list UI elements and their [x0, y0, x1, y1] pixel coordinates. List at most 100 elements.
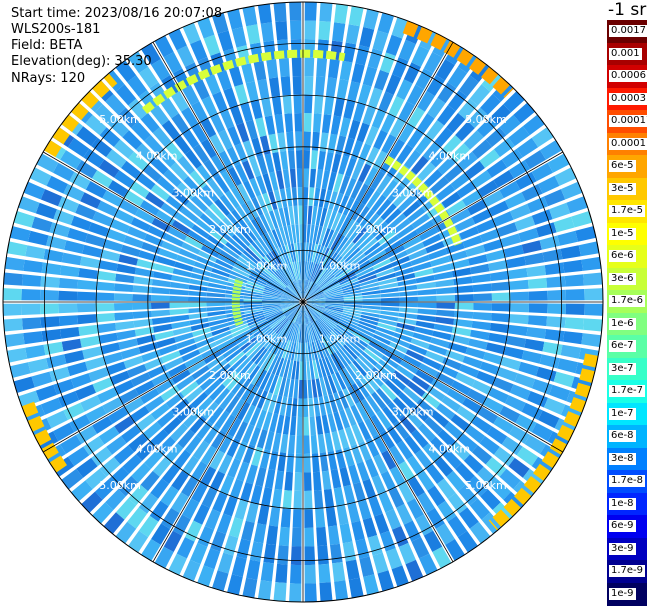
ring-label: 3.00km [173, 186, 215, 199]
ray-gate [160, 97, 179, 119]
ray-gate [323, 285, 342, 294]
ray-gate [278, 57, 290, 78]
ray-gate [264, 309, 282, 317]
ray-gate [88, 222, 109, 237]
ray-gate [321, 470, 332, 490]
ray-gate [153, 323, 173, 333]
ray-gate [310, 323, 318, 341]
ray-gate [323, 488, 335, 509]
ray-gate [99, 457, 121, 477]
ray-gate [240, 337, 257, 351]
ray-gate [243, 299, 262, 302]
ray-gate [164, 357, 184, 371]
ray-gate [9, 362, 31, 378]
ray-gate [242, 6, 258, 27]
ray-gate [458, 433, 478, 453]
ray-gate [95, 292, 115, 301]
colorbar-tick-label: 6e-6 [609, 250, 636, 263]
ray-gate [268, 191, 278, 210]
ray-gate [99, 127, 121, 147]
ray-gate [272, 152, 282, 172]
feature-segment [142, 101, 155, 114]
ray-gate [426, 120, 445, 140]
ray-gate [234, 499, 249, 520]
ray-gate [227, 574, 243, 596]
ray-gate [407, 107, 425, 128]
ray-gate [463, 130, 484, 150]
ring-label: 4.00km [429, 150, 471, 163]
ray-gate [151, 287, 171, 295]
ray-gate [417, 470, 435, 491]
ray-gate [275, 270, 289, 286]
ray-gate [206, 306, 226, 312]
ray-gate [173, 449, 191, 470]
ray-gate [437, 478, 456, 499]
ray-gate [142, 164, 162, 183]
ray-gate [206, 297, 226, 302]
ray-gate [299, 279, 303, 298]
ray-gate [245, 342, 261, 357]
ray-gate [95, 303, 115, 312]
ray-gate [333, 411, 344, 431]
ray-gate [377, 570, 394, 592]
ray-gate [80, 395, 101, 412]
ray-gate [61, 468, 84, 490]
ray-gate [219, 194, 235, 213]
ray-gate [385, 34, 403, 56]
ray-gate [221, 414, 236, 434]
ray-gate [295, 224, 300, 243]
ray-gate [278, 526, 290, 547]
ray-gate [356, 461, 370, 482]
ray-gate [161, 350, 181, 363]
ray-gate [441, 395, 461, 413]
ray-gate [283, 206, 291, 226]
ray-gate [371, 475, 387, 496]
ray-gate [451, 267, 472, 278]
ray-gate [200, 117, 217, 138]
ray-gate [489, 270, 510, 282]
ray-gate [539, 235, 560, 250]
ring-label: 2.00km [355, 369, 397, 382]
ray-gate [407, 207, 426, 223]
ray-gate [265, 334, 279, 350]
ray-gate [306, 324, 312, 343]
ray-gate [293, 490, 302, 510]
ray-gate [161, 507, 180, 529]
ray-gate [139, 388, 160, 404]
ray-gate [336, 324, 353, 337]
ray-gate [363, 574, 379, 596]
ray-gate [250, 99, 263, 120]
ray-gate [294, 242, 299, 262]
ray-gate [319, 452, 329, 472]
ray-gate [538, 175, 560, 194]
ray-gate [453, 318, 473, 328]
feature-segment [247, 53, 260, 64]
ray-gate [128, 98, 148, 120]
ray-gate [399, 230, 419, 244]
ray-gate [317, 434, 326, 454]
ray-gate [122, 130, 143, 150]
ray-gate [290, 262, 297, 281]
ray-gate [417, 113, 435, 134]
ray-gate [78, 324, 98, 336]
ray-gate [505, 395, 526, 412]
ray-gate [127, 75, 148, 97]
ray-gate [154, 35, 174, 58]
ray-gate [316, 269, 329, 285]
ray-gate [134, 326, 155, 337]
ray-gate [305, 324, 310, 343]
ray-gate [273, 2, 287, 22]
ray-gate [237, 256, 255, 270]
ray-gate [269, 171, 279, 191]
ring-label: 4.00km [136, 442, 178, 455]
ray-gate [370, 414, 385, 434]
ray-gate [245, 312, 264, 320]
ray-gate [540, 140, 562, 160]
ray-gate [584, 288, 603, 301]
ray-gate [318, 563, 331, 583]
ray-gate [304, 527, 315, 547]
ray-gate [516, 137, 539, 158]
ray-gate [164, 233, 184, 247]
ray-gate [454, 302, 474, 310]
